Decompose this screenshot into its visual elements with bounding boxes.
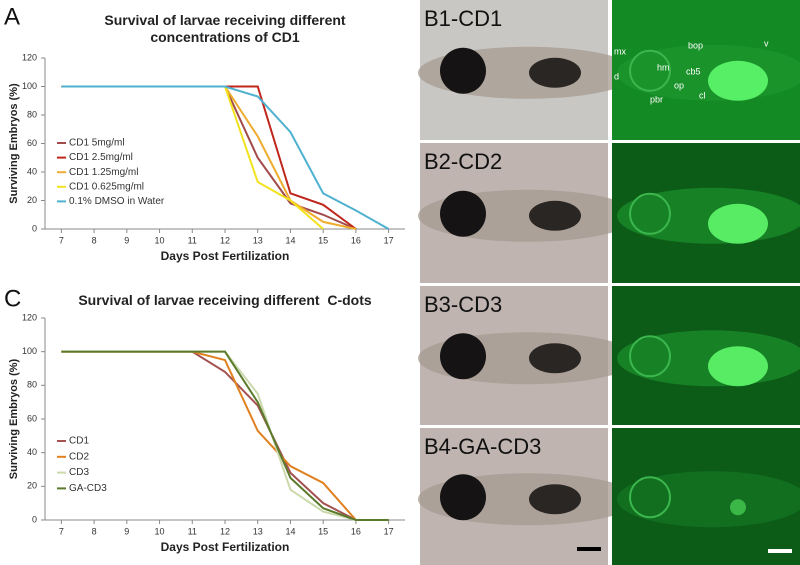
- legend-label: CD2: [69, 451, 89, 462]
- larva-gut: [529, 57, 581, 88]
- y-tick-label: 80: [27, 380, 37, 390]
- fluor-body: [617, 330, 800, 387]
- annotation: cb5: [686, 66, 701, 76]
- y-tick-label: 100: [22, 81, 37, 91]
- x-tick-label: 17: [384, 526, 394, 536]
- annotation: cl: [699, 90, 706, 100]
- annotation: bop: [688, 40, 703, 50]
- larva-gut: [529, 343, 581, 374]
- fluor-eye: [629, 192, 671, 235]
- y-tick-label: 60: [27, 413, 37, 423]
- fluor-eye: [629, 49, 671, 92]
- scale-bar: [768, 549, 792, 553]
- legend-label: CD1 1.25mg/ml: [69, 167, 138, 178]
- larva-eye: [440, 190, 486, 237]
- fluor-signal: [708, 346, 768, 387]
- fluor-signal: [708, 60, 768, 101]
- y-tick-label: 100: [22, 346, 37, 356]
- fluor-body: [617, 471, 800, 528]
- x-tick-label: 7: [59, 235, 64, 245]
- legend-label: GA-CD3: [69, 483, 107, 494]
- y-tick-label: 40: [27, 166, 37, 176]
- y-tick-label: 20: [27, 481, 37, 491]
- x-tick-label: 8: [92, 526, 97, 536]
- legend-label: CD1 2.5mg/ml: [69, 152, 133, 163]
- y-tick-label: 120: [22, 312, 37, 322]
- y-tick-label: 0: [32, 223, 37, 233]
- legend-label: CD1 5mg/ml: [69, 138, 125, 149]
- chart-title: Survival of larvae receiving different C…: [78, 292, 372, 308]
- y-tick-label: 80: [27, 109, 37, 119]
- y-tick-label: 0: [32, 514, 37, 524]
- panel-label: A: [4, 3, 20, 30]
- x-tick-label: 14: [285, 235, 295, 245]
- series-line: [61, 350, 389, 521]
- x-tick-label: 11: [188, 526, 197, 536]
- x-tick-label: 12: [220, 235, 230, 245]
- series-line: [61, 350, 389, 521]
- series-line: [61, 350, 389, 521]
- panel-label: B4-GA-CD3: [424, 434, 541, 459]
- larva-eye: [440, 474, 486, 521]
- x-tick-label: 10: [155, 235, 165, 245]
- fluor-body: [617, 44, 800, 101]
- x-tick-label: 17: [384, 235, 394, 245]
- chart-title: Survival of larvae receiving different c…: [104, 12, 350, 45]
- annotation: d: [614, 71, 619, 81]
- legend-label: CD1 0.625mg/ml: [69, 181, 144, 192]
- x-tick-label: 15: [318, 235, 328, 245]
- y-axis-label: Surviving Embryos (%): [8, 83, 20, 204]
- x-axis-label: Days Post Fertilization: [161, 249, 290, 263]
- scale-bar: [577, 547, 601, 551]
- annotation: v: [764, 38, 769, 48]
- x-tick-label: 13: [253, 235, 263, 245]
- legend-label: 0.1% DMSO in Water: [69, 196, 165, 207]
- y-tick-label: 40: [27, 447, 37, 457]
- x-tick-label: 16: [351, 235, 361, 245]
- fluor-eye: [629, 476, 671, 519]
- y-tick-label: 120: [22, 52, 37, 62]
- y-axis-label: Surviving Embryos (%): [8, 358, 20, 479]
- fluor-eye: [629, 335, 671, 378]
- larva-gut: [529, 200, 581, 231]
- larva-eye: [440, 333, 486, 380]
- y-tick-label: 60: [27, 138, 37, 148]
- x-axis-label: Days Post Fertilization: [161, 540, 290, 554]
- x-tick-label: 11: [188, 235, 197, 245]
- y-tick-label: 20: [27, 195, 37, 205]
- x-tick-label: 16: [351, 526, 361, 536]
- annotation: hm: [657, 62, 670, 72]
- x-tick-label: 10: [155, 526, 165, 536]
- fluorescence-image: [612, 428, 800, 565]
- x-tick-label: 9: [124, 235, 129, 245]
- fluor-signal: [730, 499, 746, 516]
- annotation: pbr: [650, 94, 663, 104]
- x-tick-label: 13: [253, 526, 263, 536]
- panel-label: B2-CD2: [424, 149, 502, 174]
- annotation: mx: [614, 46, 626, 56]
- x-tick-label: 12: [220, 526, 230, 536]
- panel-label: B3-CD3: [424, 292, 502, 317]
- larva-eye: [440, 47, 486, 94]
- annotation: op: [674, 80, 684, 90]
- legend-label: CD3: [69, 467, 89, 478]
- legend-label: CD1: [69, 436, 89, 447]
- x-tick-label: 9: [124, 526, 129, 536]
- x-tick-label: 14: [285, 526, 295, 536]
- larva-gut: [529, 484, 581, 515]
- x-tick-label: 7: [59, 526, 64, 536]
- x-tick-label: 15: [318, 526, 328, 536]
- fluor-signal: [708, 203, 768, 244]
- fluor-body: [617, 187, 800, 244]
- panel-label: C: [4, 285, 21, 312]
- series-line: [61, 85, 390, 230]
- series-line: [61, 350, 389, 521]
- x-tick-label: 8: [92, 235, 97, 245]
- panel-label: B1-CD1: [424, 6, 502, 31]
